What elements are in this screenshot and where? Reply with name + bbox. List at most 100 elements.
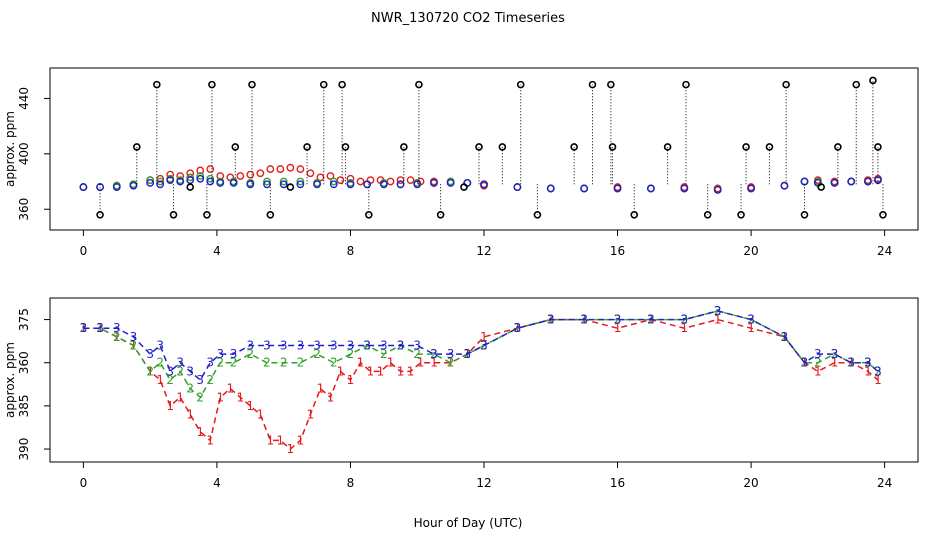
top-y-tick-label: 360	[17, 198, 31, 221]
series-3-point	[580, 184, 589, 193]
series-3-marker: 3	[96, 321, 104, 335]
series-1-point	[296, 165, 305, 173]
series-2-marker: 2	[614, 313, 622, 327]
series-3-marker: 3	[363, 338, 371, 352]
series-2-marker: 2	[413, 347, 421, 361]
series-3-point	[329, 180, 338, 189]
outlier-point	[765, 143, 774, 151]
series-3-marker: 3	[847, 356, 855, 370]
series-3-point	[800, 177, 809, 186]
series-1-marker: 1	[367, 364, 375, 378]
series-3-point	[847, 177, 856, 186]
top-plot-frame	[49, 67, 919, 231]
series-1-point	[306, 169, 315, 178]
series-2-marker: 2	[514, 321, 522, 335]
series-1-marker: 1	[387, 356, 395, 370]
series-3-point	[430, 179, 438, 187]
series-2-marker: 2	[206, 373, 214, 387]
series-1-marker: 1	[680, 321, 688, 335]
series-1-marker: 1	[714, 313, 722, 327]
series-1-point	[236, 172, 245, 180]
outlier-point	[319, 80, 328, 89]
series-2-point	[206, 174, 215, 183]
series-3-point	[229, 179, 238, 187]
outlier-point	[869, 76, 877, 85]
series-3-point	[780, 181, 789, 190]
bottom-y-tick-label: 360	[17, 351, 31, 374]
series-1-marker: 1	[297, 433, 305, 447]
top-x-tick-label: 8	[347, 244, 355, 258]
series-3-point	[379, 180, 388, 189]
series-2-marker: 2	[330, 356, 338, 370]
series-3-marker: 3	[874, 364, 882, 378]
series-3-marker: 3	[263, 338, 271, 352]
series-1-marker: 1	[430, 356, 438, 370]
bottom-x-axis: 0 4 8 12 16 20 24	[80, 462, 892, 490]
outlier-point	[186, 183, 195, 191]
series-2-point	[186, 173, 195, 182]
series-1-marker: 1	[226, 382, 234, 396]
series-3-marker: 3	[206, 356, 214, 370]
outlier-point	[133, 143, 141, 151]
series-3-point	[216, 179, 225, 187]
series-1-line	[83, 318, 879, 451]
outlier-point	[436, 210, 445, 219]
series-1-marker: 1	[337, 364, 345, 378]
bottom-y-axis-label: approx. ppm	[3, 342, 17, 418]
bottom-x-tick-label: 12	[476, 476, 491, 490]
series-3-point	[613, 184, 622, 193]
series-3-point	[96, 183, 104, 191]
series-3-marker: 3	[413, 338, 421, 352]
series-3-point	[546, 184, 555, 193]
series-3-marker: 3	[781, 330, 789, 344]
series-2-marker: 2	[156, 356, 164, 370]
top-y-tick-label: 400	[17, 142, 31, 165]
series-2-marker: 2	[874, 364, 882, 378]
series-1-marker: 1	[407, 364, 415, 378]
series-1-point	[286, 163, 295, 172]
outlier-point	[663, 143, 672, 151]
series-1-marker: 1	[614, 321, 622, 335]
series-1-point	[396, 176, 405, 185]
series-2-marker: 2	[297, 356, 305, 370]
series-2-marker: 2	[186, 382, 194, 396]
bottom-x-tick-label: 24	[877, 476, 892, 490]
outlier-point	[516, 80, 525, 89]
top-y-axis: 360 400 440	[17, 87, 50, 221]
outlier-point	[737, 210, 745, 219]
outlier-point	[703, 210, 712, 219]
top-series-marks	[79, 76, 887, 219]
series-3-point	[647, 184, 655, 193]
series-2-point	[329, 177, 338, 186]
top-y-tick-label: 440	[17, 87, 31, 110]
series-3-marker: 3	[864, 356, 872, 370]
series-1-point	[266, 165, 275, 173]
x-axis-label: Hour of Day (UTC)	[414, 516, 523, 530]
outlier-point	[570, 143, 578, 151]
series-3-point	[713, 185, 722, 194]
outlier-point	[874, 143, 882, 151]
top-x-tick-label: 16	[610, 244, 625, 258]
series-1-point	[176, 172, 185, 180]
outlier-point	[782, 80, 790, 89]
series-3-marker: 3	[130, 330, 138, 344]
top-y-axis-label: approx. ppm	[3, 111, 17, 187]
bottom-x-tick-label: 8	[347, 476, 355, 490]
series-1-marker: 1	[246, 399, 254, 413]
series-1-marker: 1	[206, 433, 214, 447]
series-1-marker: 1	[831, 356, 839, 370]
bottom-x-tick-label: 16	[610, 476, 625, 490]
series-1-marker: 1	[317, 382, 325, 396]
series-2-marker: 2	[831, 347, 839, 361]
series-1-point	[246, 170, 255, 179]
series-1-marker: 1	[357, 356, 365, 370]
series-2-marker: 2	[363, 338, 371, 352]
series-3-marker: 3	[230, 347, 238, 361]
series-3-marker: 3	[297, 338, 305, 352]
outlier-point	[682, 80, 690, 89]
outlier-point	[800, 210, 809, 219]
outlier-point	[460, 183, 468, 191]
series-3-marker: 3	[747, 313, 755, 327]
